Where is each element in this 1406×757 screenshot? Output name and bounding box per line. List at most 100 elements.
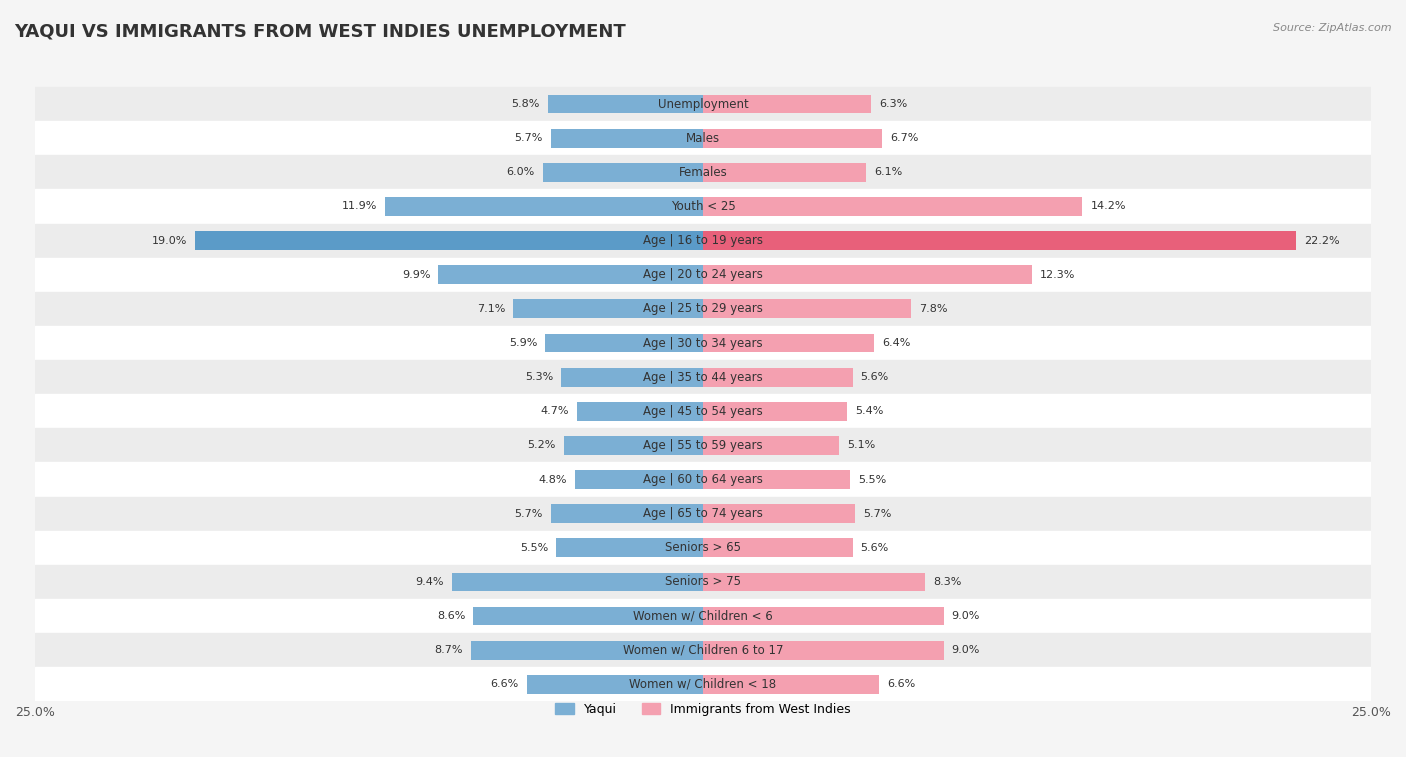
Bar — [35, 394, 1371, 428]
Bar — [35, 531, 1371, 565]
Bar — [703, 641, 943, 659]
Text: 5.6%: 5.6% — [860, 372, 889, 382]
Bar — [703, 231, 1296, 250]
Bar — [703, 334, 875, 353]
Bar — [35, 189, 1371, 223]
Text: 8.6%: 8.6% — [437, 611, 465, 621]
Text: 5.7%: 5.7% — [863, 509, 891, 519]
Bar — [703, 436, 839, 455]
Text: 5.7%: 5.7% — [515, 509, 543, 519]
Bar — [575, 470, 703, 489]
Text: Seniors > 65: Seniors > 65 — [665, 541, 741, 554]
Text: Age | 16 to 19 years: Age | 16 to 19 years — [643, 234, 763, 247]
Text: 12.3%: 12.3% — [1039, 269, 1076, 280]
Bar — [703, 538, 852, 557]
Text: Age | 25 to 29 years: Age | 25 to 29 years — [643, 302, 763, 316]
Text: Women w/ Children < 18: Women w/ Children < 18 — [630, 678, 776, 691]
Text: 6.7%: 6.7% — [890, 133, 918, 143]
Bar — [703, 504, 855, 523]
Legend: Yaqui, Immigrants from West Indies: Yaqui, Immigrants from West Indies — [550, 698, 856, 721]
Text: 8.7%: 8.7% — [434, 645, 463, 656]
Text: 5.1%: 5.1% — [848, 441, 876, 450]
Bar — [35, 497, 1371, 531]
Text: Males: Males — [686, 132, 720, 145]
Bar — [703, 368, 852, 387]
Bar — [35, 87, 1371, 121]
Text: YAQUI VS IMMIGRANTS FROM WEST INDIES UNEMPLOYMENT: YAQUI VS IMMIGRANTS FROM WEST INDIES UNE… — [14, 23, 626, 41]
Text: 11.9%: 11.9% — [342, 201, 377, 211]
Bar — [551, 504, 703, 523]
Text: Women w/ Children < 6: Women w/ Children < 6 — [633, 609, 773, 622]
Bar — [35, 360, 1371, 394]
Bar — [35, 257, 1371, 291]
Bar — [543, 163, 703, 182]
Bar — [703, 300, 911, 318]
Bar — [703, 470, 851, 489]
Text: Seniors > 75: Seniors > 75 — [665, 575, 741, 588]
Text: Women w/ Children 6 to 17: Women w/ Children 6 to 17 — [623, 643, 783, 657]
Bar — [564, 436, 703, 455]
Text: 9.4%: 9.4% — [415, 577, 444, 587]
Text: Youth < 25: Youth < 25 — [671, 200, 735, 213]
Text: Age | 35 to 44 years: Age | 35 to 44 years — [643, 371, 763, 384]
Text: 5.8%: 5.8% — [512, 99, 540, 109]
Bar — [703, 266, 1032, 284]
Bar — [703, 129, 882, 148]
Bar — [35, 121, 1371, 155]
Text: 6.0%: 6.0% — [506, 167, 534, 177]
Bar — [578, 402, 703, 421]
Bar — [548, 95, 703, 114]
Bar — [35, 565, 1371, 599]
Bar — [35, 633, 1371, 667]
Text: Age | 20 to 24 years: Age | 20 to 24 years — [643, 268, 763, 282]
Text: 8.3%: 8.3% — [932, 577, 962, 587]
Bar — [703, 606, 943, 625]
Text: 9.0%: 9.0% — [952, 645, 980, 656]
Bar — [471, 641, 703, 659]
Text: 6.3%: 6.3% — [879, 99, 908, 109]
Bar — [513, 300, 703, 318]
Bar — [35, 326, 1371, 360]
Text: Age | 65 to 74 years: Age | 65 to 74 years — [643, 507, 763, 520]
Bar — [35, 463, 1371, 497]
Text: 6.6%: 6.6% — [887, 679, 915, 690]
Text: 5.6%: 5.6% — [860, 543, 889, 553]
Text: 5.3%: 5.3% — [524, 372, 554, 382]
Text: 9.0%: 9.0% — [952, 611, 980, 621]
Text: Age | 55 to 59 years: Age | 55 to 59 years — [643, 439, 763, 452]
Text: 7.8%: 7.8% — [920, 304, 948, 314]
Text: 7.1%: 7.1% — [477, 304, 505, 314]
Bar — [439, 266, 703, 284]
Bar — [474, 606, 703, 625]
Text: 5.5%: 5.5% — [858, 475, 886, 484]
Bar — [527, 675, 703, 693]
Bar — [35, 428, 1371, 463]
Text: 19.0%: 19.0% — [152, 235, 187, 245]
Bar — [555, 538, 703, 557]
Bar — [451, 572, 703, 591]
Bar — [385, 197, 703, 216]
Text: 6.6%: 6.6% — [491, 679, 519, 690]
Bar — [703, 675, 879, 693]
Text: Source: ZipAtlas.com: Source: ZipAtlas.com — [1274, 23, 1392, 33]
Bar — [35, 667, 1371, 702]
Bar — [561, 368, 703, 387]
Bar — [35, 155, 1371, 189]
Text: 4.8%: 4.8% — [538, 475, 567, 484]
Text: Unemployment: Unemployment — [658, 98, 748, 111]
Text: 6.4%: 6.4% — [882, 338, 911, 348]
Text: Age | 45 to 54 years: Age | 45 to 54 years — [643, 405, 763, 418]
Text: 5.9%: 5.9% — [509, 338, 537, 348]
Text: 5.7%: 5.7% — [515, 133, 543, 143]
Text: Age | 30 to 34 years: Age | 30 to 34 years — [643, 337, 763, 350]
Bar — [703, 402, 848, 421]
Text: 14.2%: 14.2% — [1091, 201, 1126, 211]
Bar — [35, 291, 1371, 326]
Bar — [35, 599, 1371, 633]
Text: Females: Females — [679, 166, 727, 179]
Bar — [703, 95, 872, 114]
Text: 5.4%: 5.4% — [855, 407, 884, 416]
Text: 9.9%: 9.9% — [402, 269, 430, 280]
Text: Age | 60 to 64 years: Age | 60 to 64 years — [643, 473, 763, 486]
Bar — [703, 197, 1083, 216]
